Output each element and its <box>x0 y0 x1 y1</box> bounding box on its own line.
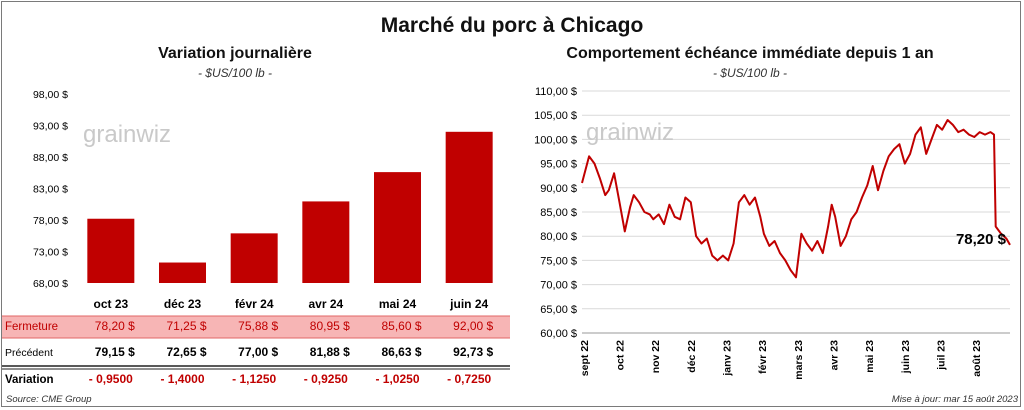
right-chart-subtitle: - $US/100 lb - <box>712 66 788 80</box>
bar <box>159 262 206 283</box>
bar <box>87 218 135 283</box>
category-label: avr 24 <box>308 297 343 311</box>
watermark-logo: grainwiz <box>586 119 674 146</box>
category-label: mai 24 <box>379 297 417 311</box>
category-label: déc 23 <box>164 297 202 311</box>
y-tick-label: 80,00 $ <box>540 231 577 243</box>
previous-value: 81,88 $ <box>310 345 350 359</box>
close-row-highlight <box>2 316 510 338</box>
category-label: juin 24 <box>449 297 488 311</box>
close-value: 78,20 $ <box>95 319 135 333</box>
y-tick-label: 73,00 $ <box>33 247 68 259</box>
y-tick-label: 110,00 $ <box>535 86 577 98</box>
y-tick-label: 85,00 $ <box>540 207 577 219</box>
previous-value: 86,63 $ <box>381 345 421 359</box>
x-tick-label: sept 22 <box>579 340 591 376</box>
bar <box>230 233 278 283</box>
update-date: Mise à jour: mar 15 août 2023 <box>891 394 1018 405</box>
y-tick-label: 90,00 $ <box>540 183 577 195</box>
y-tick-label: 83,00 $ <box>33 184 68 196</box>
variation-value: - 1,0250 <box>375 372 419 386</box>
x-tick-label: août 23 <box>971 340 983 377</box>
variation-value: - 0,7250 <box>447 372 491 386</box>
left-chart-subtitle: - $US/100 lb - <box>197 66 273 80</box>
bar <box>445 131 493 283</box>
previous-value: 72,65 $ <box>166 345 206 359</box>
row-label-close: Fermeture <box>5 321 58 333</box>
variation-value: - 1,1250 <box>232 372 276 386</box>
x-tick-label: févr 23 <box>757 340 769 374</box>
x-tick-label: janv 23 <box>721 340 733 377</box>
y-tick-label: 65,00 $ <box>540 304 577 316</box>
category-label: oct 23 <box>93 297 128 311</box>
previous-value: 92,73 $ <box>453 345 493 359</box>
right-chart-title: Comportement échéance immédiate depuis 1… <box>566 45 934 62</box>
row-label-previous: Précédent <box>5 347 53 359</box>
y-tick-label: 95,00 $ <box>540 159 577 171</box>
close-value: 85,60 $ <box>381 319 421 333</box>
y-tick-label: 78,00 $ <box>33 215 68 227</box>
close-value: 71,25 $ <box>166 319 206 333</box>
y-tick-label: 68,00 $ <box>33 278 68 290</box>
x-tick-label: déc 22 <box>686 340 698 373</box>
y-tick-label: 105,00 $ <box>534 110 577 122</box>
bar <box>374 172 421 283</box>
variation-value: - 0,9250 <box>304 372 348 386</box>
y-tick-label: 98,00 $ <box>33 89 68 101</box>
page-title: Marché du porc à Chicago <box>380 14 644 37</box>
last-value-label: 78,20 $ <box>956 231 1007 248</box>
x-tick-label: avr 23 <box>828 340 840 371</box>
close-value: 80,95 $ <box>310 319 350 333</box>
variation-value: - 0,9500 <box>89 372 133 386</box>
variation-value: - 1,4000 <box>160 372 204 386</box>
y-tick-label: 93,00 $ <box>33 121 68 133</box>
x-tick-label: juil 23 <box>935 340 947 371</box>
x-tick-label: oct 22 <box>614 340 626 371</box>
close-value: 75,88 $ <box>238 319 278 333</box>
y-tick-label: 88,00 $ <box>33 152 68 164</box>
y-tick-label: 75,00 $ <box>540 255 577 267</box>
category-label: févr 24 <box>235 297 274 311</box>
y-tick-label: 100,00 $ <box>534 134 577 146</box>
bar <box>302 201 350 283</box>
previous-value: 79,15 $ <box>95 345 135 359</box>
previous-value: 77,00 $ <box>238 345 278 359</box>
watermark-logo: grainwiz <box>83 121 171 148</box>
price-series-line <box>581 119 1011 279</box>
left-chart-title: Variation journalière <box>158 45 312 62</box>
source-note: Source: CME Group <box>6 394 92 405</box>
y-tick-label: 60,00 $ <box>540 328 577 340</box>
row-label-variation: Variation <box>5 374 54 386</box>
x-tick-label: nov 22 <box>650 340 662 373</box>
x-tick-label: mai 23 <box>864 340 876 373</box>
x-tick-label: juin 23 <box>900 340 912 374</box>
close-value: 92,00 $ <box>453 319 493 333</box>
x-tick-label: mars 23 <box>793 340 805 380</box>
y-tick-label: 70,00 $ <box>540 280 577 292</box>
